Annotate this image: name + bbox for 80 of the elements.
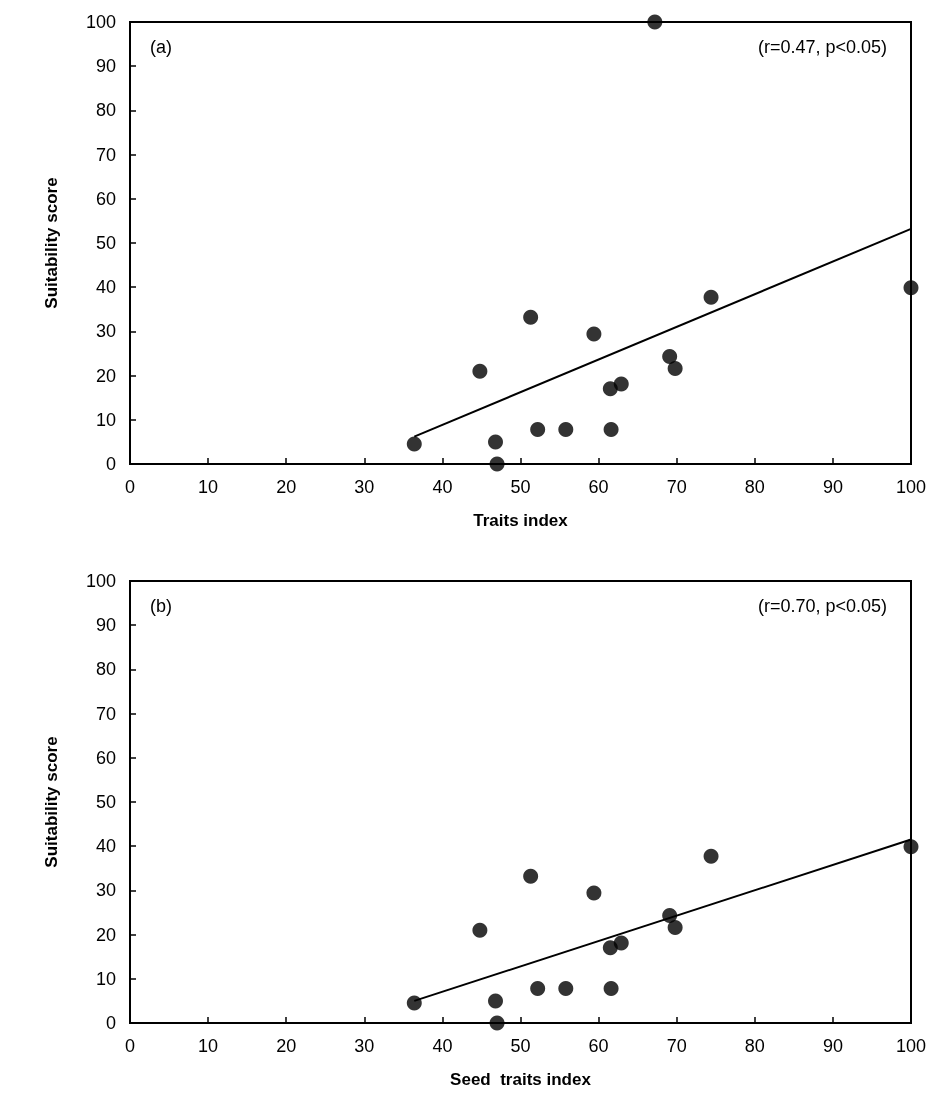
y-tick-label: 40 bbox=[95, 277, 116, 298]
x-tick-label: 10 bbox=[198, 1036, 219, 1056]
x-tick-label: 80 bbox=[744, 477, 765, 497]
point bbox=[488, 993, 504, 1009]
point bbox=[530, 981, 546, 997]
x-tick-label: 90 bbox=[822, 477, 843, 497]
x-axis-title: Traits index bbox=[473, 511, 569, 530]
point bbox=[406, 436, 422, 452]
point bbox=[472, 363, 488, 379]
point bbox=[558, 422, 574, 438]
y-tick-label: 50 bbox=[95, 233, 116, 253]
point bbox=[703, 848, 719, 864]
point bbox=[488, 434, 504, 450]
point bbox=[586, 326, 602, 342]
point bbox=[530, 422, 546, 438]
y-tick-label: 0 bbox=[105, 1013, 116, 1033]
x-tick-label: 70 bbox=[666, 477, 687, 497]
x-tick-label: 50 bbox=[510, 1036, 531, 1056]
annotation: (a) bbox=[150, 37, 172, 57]
point bbox=[667, 361, 683, 377]
x-tick-label: 100 bbox=[895, 477, 927, 497]
x-tick-label: 100 bbox=[895, 1036, 927, 1056]
x-tick-label: 20 bbox=[276, 477, 297, 497]
y-tick-label: 0 bbox=[105, 454, 116, 474]
x-tick-label: 50 bbox=[510, 477, 531, 497]
point bbox=[662, 349, 678, 365]
y-tick-label: 50 bbox=[95, 792, 116, 812]
point bbox=[472, 922, 488, 938]
x-tick-label: 70 bbox=[666, 1036, 687, 1056]
x-tick-label: 10 bbox=[198, 477, 219, 497]
y-tick-label: 70 bbox=[95, 703, 116, 724]
y-tick-label: 20 bbox=[95, 924, 116, 945]
y-tick-label: 10 bbox=[95, 968, 116, 989]
point bbox=[703, 289, 719, 305]
point bbox=[558, 981, 574, 997]
point bbox=[603, 422, 619, 438]
x-tick-label: 90 bbox=[822, 1036, 843, 1056]
y-tick-label: 70 bbox=[95, 144, 116, 165]
x-tick-label: 0 bbox=[124, 477, 136, 497]
y-tick-label: 40 bbox=[95, 836, 116, 857]
x-tick-label: 0 bbox=[124, 1036, 136, 1056]
x-tick-label: 30 bbox=[354, 1036, 375, 1056]
annotation: (r=0.70, p<0.05) bbox=[757, 596, 888, 616]
y-tick-label: 30 bbox=[95, 880, 116, 901]
point bbox=[406, 995, 422, 1011]
y-tick-label: 60 bbox=[95, 188, 116, 209]
point bbox=[647, 14, 663, 30]
y-tick-label: 60 bbox=[95, 747, 116, 768]
annotation: (r=0.47, p<0.05) bbox=[757, 37, 888, 57]
y-tick-label: 30 bbox=[95, 321, 116, 342]
x-tick-label: 80 bbox=[744, 1036, 765, 1056]
point bbox=[613, 376, 629, 392]
x-tick-label: 60 bbox=[588, 1036, 609, 1056]
y-axis-title: Suitability score bbox=[42, 177, 61, 309]
point bbox=[489, 456, 505, 472]
y-tick-label: 90 bbox=[95, 615, 116, 636]
x-tick-label: 40 bbox=[432, 477, 453, 497]
y-tick-label: 10 bbox=[95, 409, 116, 430]
y-tick-label: 20 bbox=[95, 365, 116, 386]
point bbox=[603, 981, 619, 997]
point bbox=[903, 280, 919, 296]
x-tick-label: 30 bbox=[354, 477, 375, 497]
x-tick-label: 60 bbox=[588, 477, 609, 497]
point bbox=[489, 1015, 505, 1031]
point bbox=[523, 868, 539, 884]
x-tick-label: 40 bbox=[432, 1036, 453, 1056]
x-tick-label: 20 bbox=[276, 1036, 297, 1056]
annotation: (b) bbox=[150, 596, 172, 616]
point bbox=[903, 839, 919, 855]
point bbox=[586, 885, 602, 901]
y-tick-label: 90 bbox=[95, 56, 116, 77]
y-tick-label: 100 bbox=[85, 571, 116, 591]
x-axis-title: Seed traits index bbox=[450, 1070, 592, 1089]
y-tick-label: 80 bbox=[95, 100, 116, 121]
point bbox=[613, 935, 629, 951]
y-tick-label: 80 bbox=[95, 659, 116, 680]
y-axis-title: Suitability score bbox=[42, 736, 61, 868]
y-tick-label: 100 bbox=[85, 12, 116, 32]
point bbox=[523, 309, 539, 325]
point bbox=[667, 920, 683, 936]
